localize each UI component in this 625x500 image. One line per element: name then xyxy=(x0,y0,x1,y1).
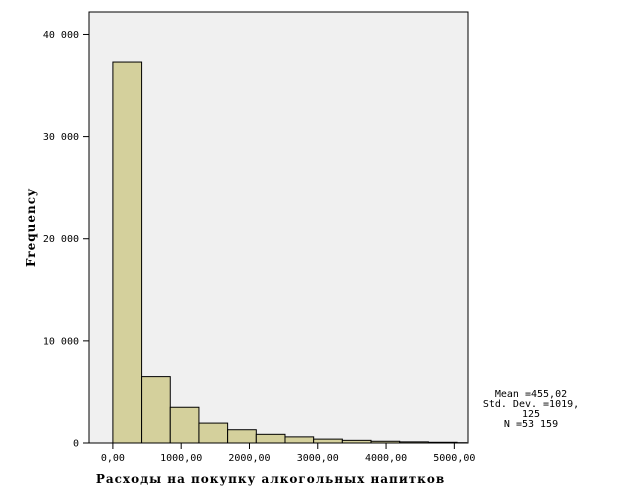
plot-area xyxy=(88,11,469,444)
histogram-bar xyxy=(227,429,257,444)
y-axis: 0 10 000 20 000 30 000 40 000 xyxy=(43,30,89,450)
stat-std-dev-cont: 125 xyxy=(521,409,541,420)
y-tick-label: 20 000 xyxy=(43,234,79,245)
statistics-box: Mean =455,02 Std. Dev. =1019, 125 N =53 … xyxy=(470,390,592,430)
histogram-bar xyxy=(198,422,229,444)
x-tick-label: 5000,00 xyxy=(433,453,475,464)
histogram-bar xyxy=(341,439,372,444)
histogram-bar xyxy=(255,433,286,444)
y-axis-title: Frequency xyxy=(24,188,38,267)
x-tick-label: 4000,00 xyxy=(365,453,407,464)
y-tick-label: 10 000 xyxy=(43,336,79,347)
y-tick-label: 40 000 xyxy=(43,30,79,41)
y-tick-label: 30 000 xyxy=(43,132,79,143)
histogram-bar xyxy=(169,406,200,444)
y-tick-label: 0 xyxy=(73,439,79,450)
histogram-bar xyxy=(370,440,401,444)
x-tick-label: 0,00 xyxy=(101,453,125,464)
histogram-bar xyxy=(427,441,458,444)
stat-n: N =53 159 xyxy=(503,419,559,430)
x-tick-label: 3000,00 xyxy=(297,453,339,464)
histogram-bar xyxy=(112,61,143,444)
x-axis-title: Расходы на покупку алкогольных напитков xyxy=(96,472,445,486)
stat-std-dev: Std. Dev. =1019, xyxy=(482,399,580,410)
stat-mean: Mean =455,02 xyxy=(494,389,568,400)
histogram-bar xyxy=(141,376,171,444)
x-tick-label: 2000,00 xyxy=(228,453,270,464)
histogram-bar xyxy=(313,438,343,444)
x-tick-label: 1000,00 xyxy=(160,453,202,464)
histogram-bar xyxy=(284,436,315,444)
x-axis: 0,00 1000,00 2000,00 3000,00 4000,00 5000,00 xyxy=(101,443,475,464)
histogram-bars xyxy=(112,61,468,444)
histogram-bar xyxy=(399,441,429,444)
